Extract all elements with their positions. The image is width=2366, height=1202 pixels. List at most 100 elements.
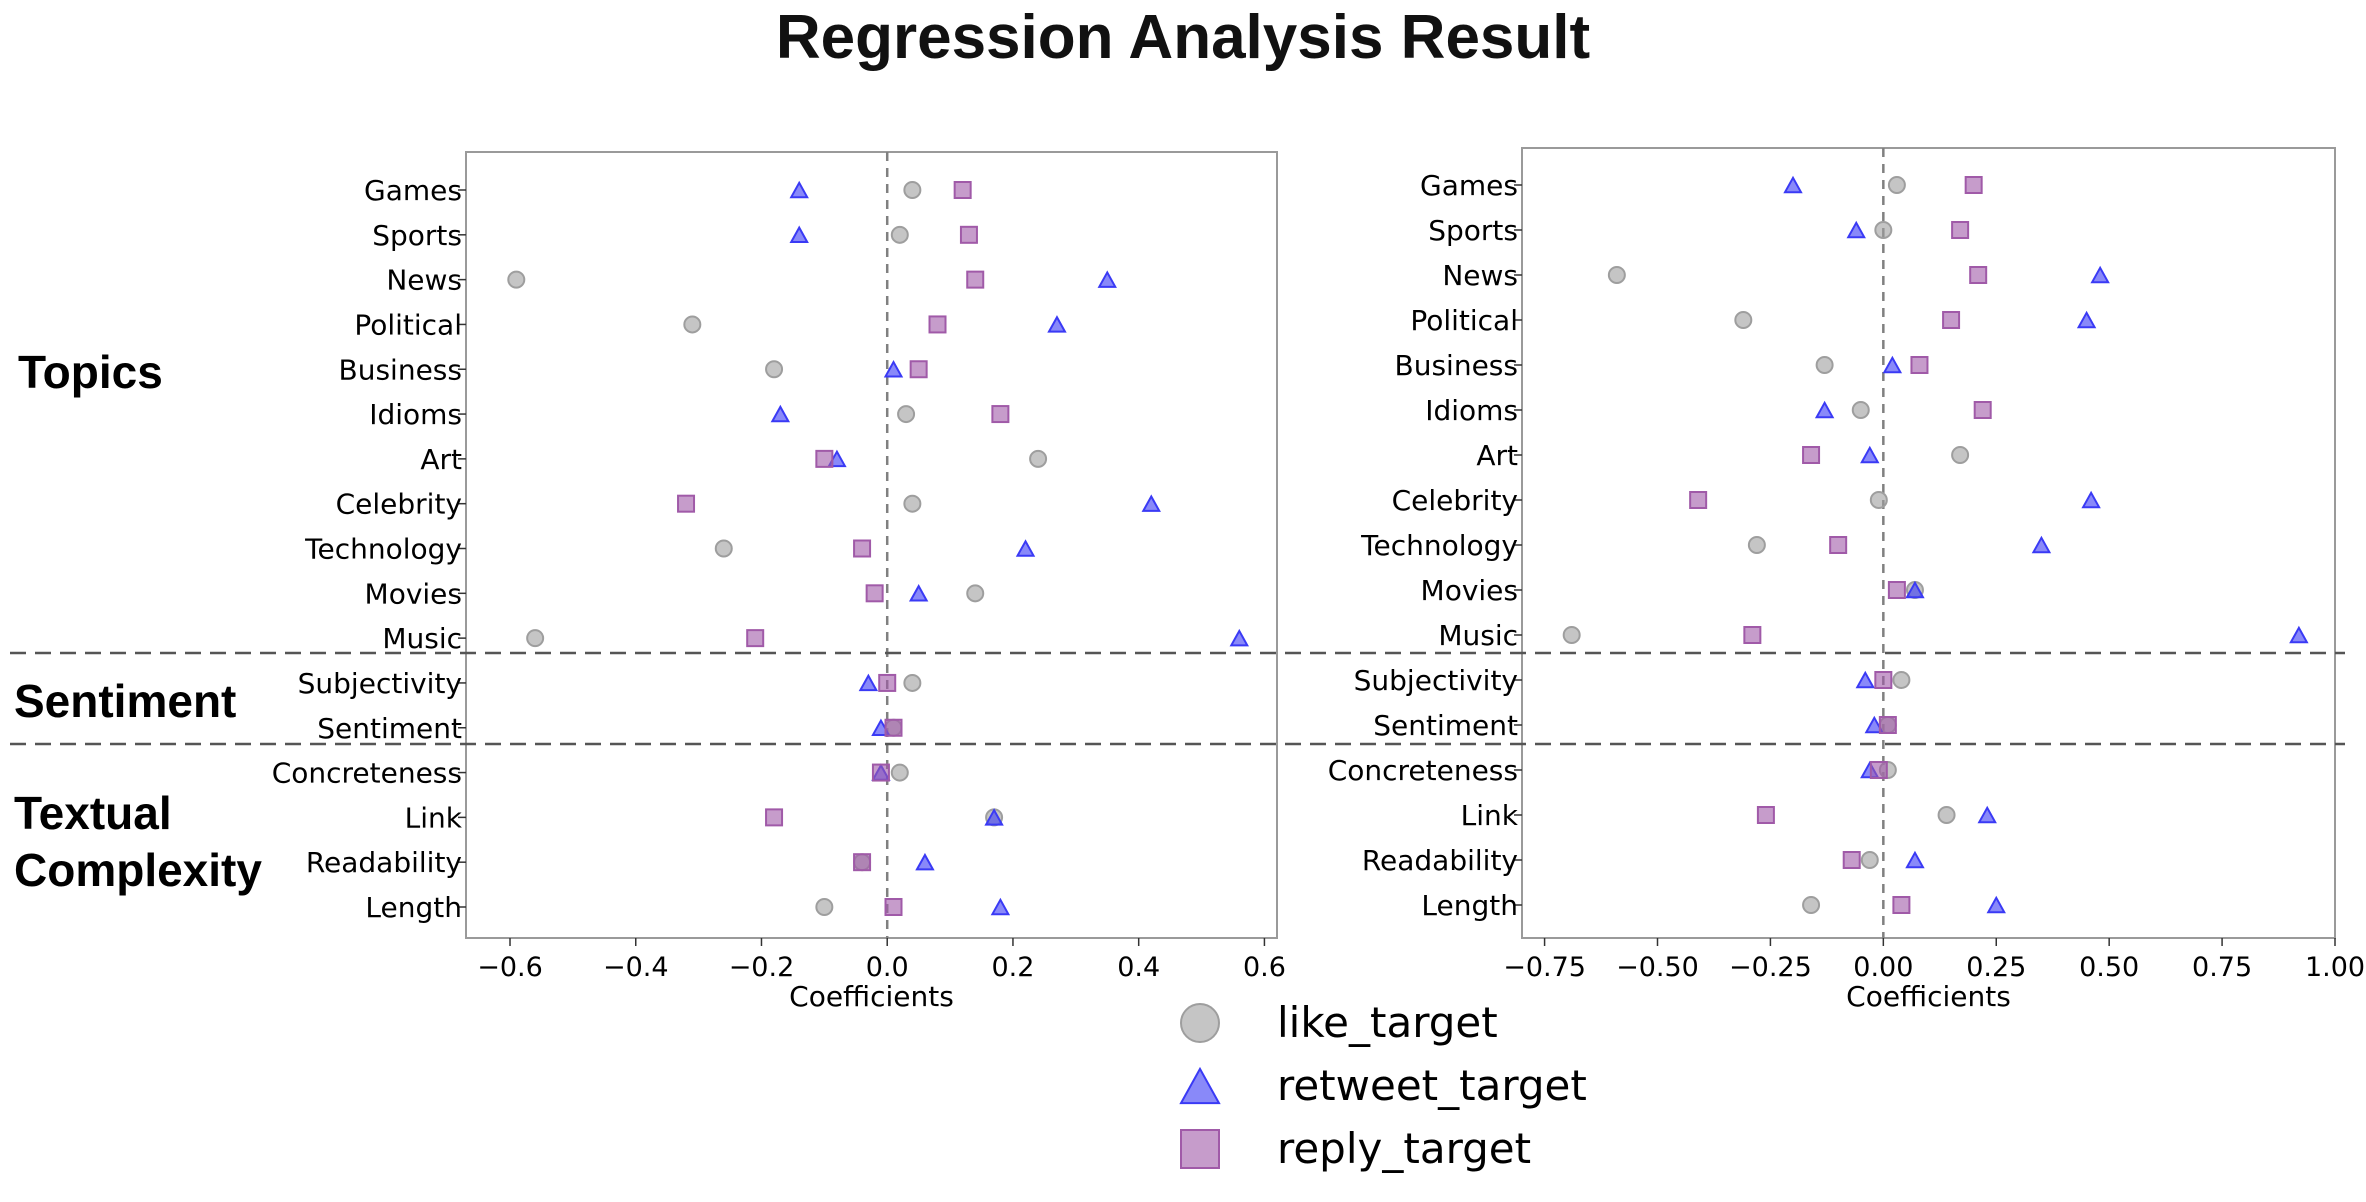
data-point-reply_target (884, 898, 903, 916)
data-point-reply_target (991, 405, 1010, 424)
data-point-reply_target (815, 449, 834, 468)
data-point-like_target (1851, 401, 1870, 419)
x-tick-label: 0.25 (1966, 952, 2026, 983)
data-point-like_target (1887, 176, 1906, 194)
data-point-like_target (903, 494, 922, 513)
legend-label: like_target (1277, 998, 1498, 1047)
group-label: Sentiment (14, 675, 236, 727)
data-point-retweet_target (984, 808, 1004, 826)
legend-marker-like_target (1180, 1003, 1220, 1043)
data-point-retweet_target (2031, 535, 2052, 554)
category-label: Movies (1421, 574, 1518, 607)
category-label: Length (1421, 889, 1518, 922)
category-label: Political (1410, 304, 1518, 337)
data-point-like_target (714, 539, 733, 558)
data-point-reply_target (677, 494, 696, 513)
data-point-reply_target (1892, 896, 1911, 914)
category-label: News (386, 264, 462, 297)
category-label: Readability (306, 846, 462, 879)
data-point-reply_target (1964, 176, 1983, 194)
category-label: Business (339, 353, 462, 386)
category-label: Celebrity (1392, 484, 1518, 517)
data-point-retweet_target (1229, 628, 1249, 647)
data-point-reply_target (1910, 356, 1929, 374)
data-point-reply_target (1951, 221, 1970, 239)
group-label: Complexity (14, 844, 262, 896)
category-label: Concreteness (1328, 754, 1518, 787)
x-tick-label: 0.0 (866, 952, 909, 983)
data-point-retweet_target (990, 897, 1011, 916)
data-point-like_target (1607, 266, 1626, 284)
category-label: Technology (304, 533, 462, 566)
data-point-retweet_target (2081, 490, 2101, 509)
category-label: Political (354, 308, 462, 341)
data-point-like_target (1734, 311, 1753, 329)
data-point-retweet_target (1860, 445, 1880, 464)
data-point-reply_target (1973, 401, 1992, 419)
category-label: Subjectivity (1354, 664, 1518, 697)
category-label: News (1442, 259, 1518, 292)
category-label: Movies (365, 577, 462, 610)
data-point-like_target (1892, 671, 1911, 689)
data-point-reply_target (1869, 761, 1888, 779)
data-point-retweet_target (1783, 175, 1803, 194)
data-point-retweet_target (1977, 805, 1997, 824)
data-point-reply_target (871, 763, 890, 782)
data-point-retweet_target (1846, 220, 1866, 239)
data-point-like_target (897, 405, 916, 424)
category-label: Sports (372, 219, 462, 252)
category-label: Music (382, 622, 462, 655)
data-point-like_target (507, 270, 526, 289)
data-point-retweet_target (1864, 715, 1884, 734)
data-point-like_target (1869, 491, 1888, 509)
data-point-reply_target (1969, 266, 1988, 284)
data-point-retweet_target (1855, 670, 1875, 689)
data-point-reply_target (1829, 536, 1848, 554)
data-point-like_target (1562, 626, 1581, 644)
data-point-like_target (1937, 806, 1956, 824)
x-tick-label: −0.25 (1729, 952, 1812, 983)
data-point-reply_target (966, 270, 985, 289)
data-point-retweet_target (1141, 494, 1161, 512)
x-tick-label: 0.4 (1117, 952, 1160, 983)
category-label: Games (364, 174, 462, 207)
plot-frame (1521, 147, 2336, 939)
x-tick-label: −0.4 (603, 952, 669, 983)
data-point-retweet_target (858, 673, 879, 692)
data-point-like_target (1860, 851, 1879, 869)
category-label: Idioms (369, 398, 462, 431)
category-label: Link (1461, 799, 1519, 832)
data-point-like_target (890, 763, 909, 782)
data-point-retweet_target (2289, 625, 2309, 644)
data-point-like_target (683, 315, 702, 334)
data-point-like_target (1802, 896, 1821, 914)
x-tick-label: −0.50 (1616, 952, 1699, 983)
data-point-like_target (1874, 221, 1893, 239)
x-axis-label: Coefficients (1846, 980, 2011, 1013)
data-point-reply_target (878, 673, 897, 692)
data-point-like_target (1747, 536, 1766, 554)
data-point-like_target (903, 673, 922, 692)
data-point-reply_target (928, 315, 947, 334)
chart-title: Regression Analysis Result (775, 3, 1591, 72)
data-point-reply_target (853, 539, 872, 558)
data-point-reply_target (853, 853, 872, 872)
data-point-reply_target (884, 718, 903, 737)
data-point-like_target (1951, 446, 1970, 464)
data-point-retweet_target (915, 852, 935, 871)
data-point-retweet_target (789, 180, 809, 199)
data-point-retweet_target (1882, 355, 1903, 374)
category-label: Length (365, 891, 462, 924)
data-point-reply_target (1887, 581, 1906, 599)
data-point-reply_target (1802, 446, 1821, 464)
data-point-retweet_target (1905, 580, 1925, 599)
category-label: Art (1476, 439, 1518, 472)
data-point-reply_target (959, 225, 978, 244)
data-point-reply_target (765, 808, 784, 827)
x-tick-label: 0.2 (991, 952, 1034, 983)
group-label: Topics (18, 346, 163, 398)
data-point-like_target (765, 360, 784, 379)
group-label: Textual (14, 787, 172, 839)
data-point-retweet_target (883, 359, 904, 378)
